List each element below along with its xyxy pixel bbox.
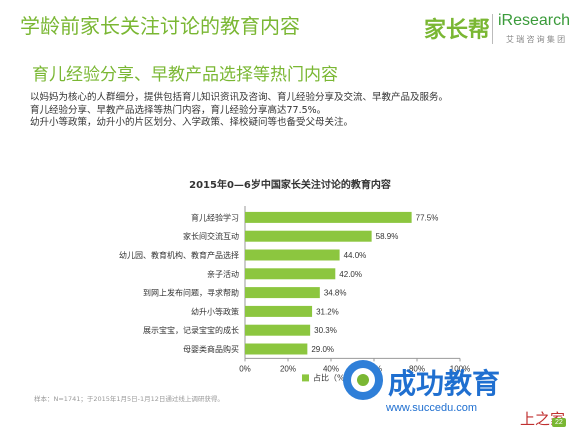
jiazhangbang-logo: 家长帮 — [424, 18, 491, 43]
description-line: 育儿经验分享、早教产品选择等热门内容，育儿经验分享高达77.5%。 — [30, 104, 327, 116]
iresearch-logo-subtitle: 艾 瑞 咨 询 集 团 — [506, 35, 566, 44]
category-label: 亲子活动 — [207, 269, 239, 279]
legend-swatch — [302, 374, 309, 382]
description-line: 以妈妈为核心的人群细分，提供包括育儿知识资讯及咨询、育儿经验分享及交流、早教产品… — [30, 92, 449, 103]
iresearch-logo: iResearch — [498, 12, 571, 29]
bar — [245, 324, 311, 336]
bar — [245, 305, 313, 317]
x-tick-label: 80% — [409, 364, 425, 373]
category-label: 展示宝宝，记录宝宝的成长 — [143, 325, 239, 335]
data-label: 30.3% — [314, 326, 337, 335]
legend-label: 占比（%） — [313, 372, 353, 382]
category-label: 到网上发布问题，寻求帮助 — [143, 288, 239, 298]
description-line: 幼升小等政策，幼升小的片区划分、入学政策、择校疑问等也备受父母关注。 — [30, 117, 354, 128]
watermark-brand: 成功教育 — [388, 367, 501, 400]
footnote: 样本：N=1741；于2015年1月5日-1月12日通过线上调研获得。 — [34, 395, 224, 403]
category-label: 母婴类商品购买 — [183, 344, 239, 354]
data-label: 58.9% — [376, 232, 399, 241]
category-label: 幼儿园、教育机构、教育产品选择 — [119, 250, 239, 260]
category-label: 家长间交流互动 — [183, 231, 239, 241]
bar — [245, 343, 308, 355]
bar — [245, 230, 372, 242]
bar — [245, 287, 320, 299]
page-number: 22 — [552, 418, 566, 427]
bar — [245, 268, 336, 280]
data-label: 77.5% — [416, 213, 439, 222]
data-label: 42.0% — [339, 270, 362, 279]
x-tick-label: 100% — [450, 364, 470, 373]
bar — [245, 249, 340, 261]
data-label: 31.2% — [316, 307, 339, 316]
x-tick-label: 40% — [323, 364, 339, 373]
logo-divider — [492, 14, 493, 44]
x-tick-label: 0% — [239, 364, 251, 373]
bar — [245, 211, 412, 223]
data-label: 29.0% — [311, 345, 334, 354]
page-subtitle: 育儿经验分享、早教产品选择等热门内容 — [32, 65, 338, 85]
watermark-logo-dot — [357, 374, 369, 386]
chart-title: 2015年0—6岁中国家长关注讨论的教育内容 — [189, 180, 391, 191]
description-block: 以妈妈为核心的人群细分，提供包括育儿知识资讯及咨询、育儿经验分享及交流、早教产品… — [30, 92, 449, 130]
category-label: 幼升小等政策 — [191, 306, 239, 316]
category-label: 育儿经验学习 — [191, 212, 239, 222]
data-label: 34.8% — [324, 289, 347, 298]
page-title: 学龄前家长关注讨论的教育内容 — [20, 14, 300, 38]
x-tick-label: 20% — [280, 364, 296, 373]
data-label: 44.0% — [344, 251, 367, 260]
watermark-url: www.succedu.com — [386, 402, 478, 414]
